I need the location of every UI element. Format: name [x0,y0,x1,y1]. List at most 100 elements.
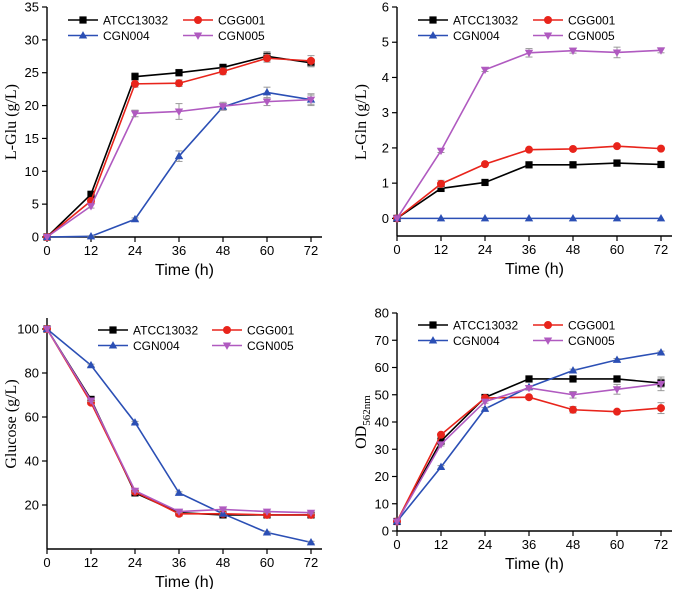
legend-label: ATCC13032 [453,319,518,333]
legend-item: CGG001 [183,14,266,28]
data-point [130,110,140,118]
series-line [396,383,662,522]
legend-item: ATCC13032 [98,324,198,338]
x-tick-label: 0 [43,243,50,258]
data-point [569,405,577,414]
data-point [42,234,52,242]
legend-label: CGN004 [103,29,150,43]
data-point [437,430,445,439]
legend-swatch-marker [428,336,438,344]
data-point [262,508,272,516]
legend-label: CGG001 [568,14,616,28]
legend-swatch-marker [544,16,552,24]
data-point [612,386,622,394]
legend-item: CGN004 [418,334,500,348]
y-axis-title-main: OD [353,426,370,449]
x-tick-label: 24 [478,537,492,552]
data-point [86,397,96,405]
y-tick-label: 35 [25,0,39,15]
y-tick-label: 0 [382,211,389,226]
data-point [480,404,490,412]
y-tick-label: 60 [375,360,389,375]
y-tick-label: 25 [25,65,39,80]
data-point [436,213,446,222]
y-tick-label: 20 [25,98,39,113]
x-tick-label: 0 [393,537,400,552]
data-point [174,108,184,116]
legend-label: CGN004 [453,334,500,348]
data-point [306,509,316,518]
legend-swatch-marker [543,32,553,40]
legend-swatch-marker [108,341,118,349]
legend-label: CGG001 [218,14,266,28]
data-point [525,161,533,169]
data-point [436,462,446,470]
y-axis-title-main: Glucose (g/L) [3,379,20,468]
series-line [46,98,312,238]
data-point [175,69,183,77]
data-point [524,49,534,58]
x-axis-title: Time (h) [505,556,564,573]
data-point [218,103,228,111]
x-tick-label: 72 [654,537,668,552]
series-line [46,328,312,514]
data-point [525,375,533,383]
data-point [524,384,534,393]
data-point [656,213,666,222]
y-tick-label: 5 [32,197,39,212]
legend-swatch-marker [79,16,87,24]
x-tick-label: 36 [172,243,186,258]
y-tick-label: 4 [382,70,389,85]
series-CGG001 [43,53,315,241]
x-tick-label: 60 [610,242,624,257]
data-point [437,184,445,193]
data-point [612,49,622,57]
legend-item: CGG001 [533,319,616,333]
series-line [396,396,662,522]
x-tick-label: 0 [43,555,50,570]
x-tick-label: 24 [128,555,142,570]
data-point [657,160,665,169]
legend-item: CGN005 [212,339,294,353]
y-axis-title-main: L-Gln (g/L) [353,84,370,160]
data-point [568,391,578,400]
y-tick-label: 70 [375,333,389,348]
data-point [568,213,578,222]
data-point [87,190,95,198]
series-CGN005 [392,376,666,526]
legend-item: CGN005 [533,29,615,43]
legend-item: ATCC13032 [418,319,518,333]
y-tick-label: 30 [375,442,389,457]
data-point [437,179,445,188]
legend: ATCC13032 CGG001 CGN004 CGN005 [418,319,616,348]
x-axis-title: Time (h) [505,261,564,278]
data-point [131,73,139,81]
legend-item: CGG001 [212,324,295,338]
data-point [612,213,622,222]
chart-lglu: 0 12 24 36 48 60 72 0 5 10 15 20 25 30 35 Time (h) L-Glu… [3,0,322,279]
x-tick-label: 48 [566,242,580,257]
legend-swatch-marker [543,337,553,345]
series-line [46,328,311,516]
data-point [613,375,621,383]
data-point [436,441,446,449]
legend-swatch-marker [222,342,232,350]
x-tick-label: 36 [522,537,536,552]
y-tick-label: 100 [17,322,39,337]
y-tick-label: 80 [375,306,389,321]
y-tick-label: 3 [382,105,389,120]
y-tick-label: 50 [375,387,389,402]
legend-label: CGN005 [247,339,294,353]
data-point [174,151,184,160]
x-tick-label: 12 [434,242,448,257]
legend-swatch-marker [428,31,438,39]
data-point [613,142,621,151]
legend: ATCC13032 CGG001 CGN004 CGN005 [98,324,295,353]
legend-label: ATCC13032 [453,14,518,28]
x-tick-label: 12 [434,537,448,552]
legend-label: CGN004 [453,29,500,43]
data-point [392,215,402,223]
legend-swatch-marker [193,32,203,40]
legend: ATCC13032 CGG001 CGN004 CGN005 [418,14,616,43]
